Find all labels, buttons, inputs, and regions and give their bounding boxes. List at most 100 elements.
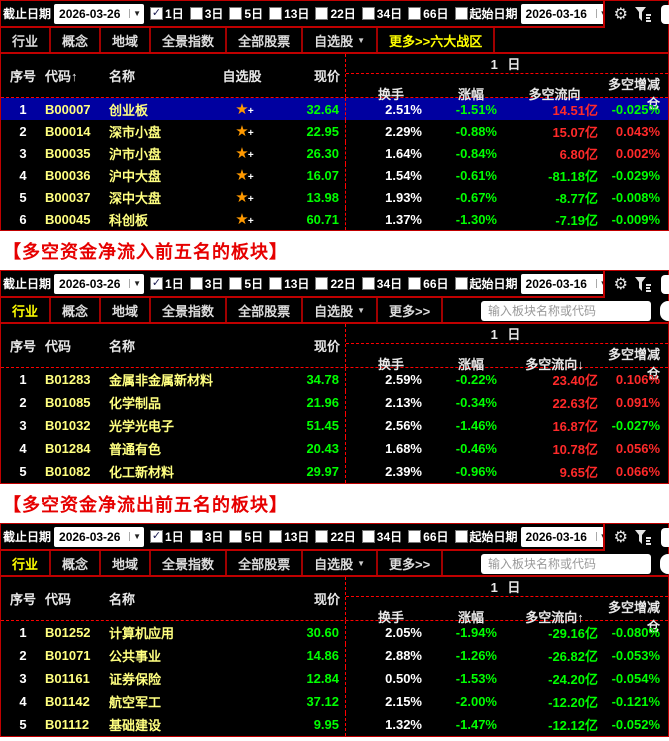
tab-自选股[interactable]: 自选股 ▼ (303, 551, 379, 575)
favorite-star-icon[interactable]: ★ + (235, 166, 254, 184)
period-checkbox-13日[interactable]: 13日 (269, 528, 309, 545)
col-header-code[interactable]: 代码 (45, 592, 72, 607)
period-checkbox-1日[interactable]: ✓ 1日 (150, 7, 184, 21)
col-header-name[interactable]: 名称 (109, 69, 136, 84)
cutoff-search-button[interactable] (660, 301, 669, 321)
col-header-price[interactable]: 现价 (313, 339, 340, 354)
tab-全部股票[interactable]: 全部股票 (227, 298, 304, 322)
col-header-price[interactable]: 现价 (313, 69, 340, 84)
col-header-turnover[interactable]: 换手 (377, 86, 404, 102)
col-header-seq[interactable]: 序号 (9, 69, 36, 84)
col-header-flow[interactable]: 多空流向↑ (525, 609, 584, 625)
tab-行业[interactable]: 行业 (1, 298, 52, 322)
col-header-change[interactable]: 涨幅 (457, 86, 484, 102)
period-checkbox-5日[interactable]: 5日 (229, 275, 263, 292)
table-row[interactable]: 3 B00035 沪市小盘 ★ + 26.30 1.64% -0.84% 6.80亿 0.002% (1, 142, 668, 164)
period-checkbox-22日[interactable]: 22日 (315, 275, 356, 292)
col-header-delta[interactable]: 多空增减仓 (607, 347, 660, 381)
col-header-flow[interactable]: 多空流向↓ (525, 356, 584, 372)
favorite-star-icon[interactable]: ★ + (235, 144, 254, 162)
tab-地域[interactable]: 地域 (101, 298, 152, 322)
table-row[interactable]: 1 B00007 创业板 ★ + 32.64 2.51% -1.51% 14.51亿 -0.025… (1, 98, 668, 120)
tab-概念[interactable]: 概念 (51, 298, 102, 322)
period-checkbox-3日[interactable]: 3日 (189, 5, 223, 22)
favorite-star-icon[interactable]: ★ + (235, 122, 254, 140)
start-date-checkbox[interactable]: 起始日期 (454, 5, 518, 22)
table-row[interactable]: 1 B01283 金属非金属新材料 34.78 2.59% -0.22% 23.40亿 0.1… (1, 368, 668, 391)
col-header-code[interactable]: 代码↑ (45, 69, 78, 84)
start-date-select[interactable]: 2026-03-16▼ (520, 3, 611, 24)
period-checkbox-66日[interactable]: 66日 (408, 528, 449, 545)
cutoff-button[interactable] (661, 528, 669, 547)
col-header-favorite[interactable]: 自选股 (222, 69, 262, 84)
tab-概念[interactable]: 概念 (51, 28, 102, 52)
gear-icon[interactable]: ⚙ (613, 528, 628, 546)
col-header-code[interactable]: 代码 (45, 339, 72, 354)
tab-概念[interactable]: 概念 (51, 551, 102, 575)
tab-全部股票[interactable]: 全部股票 (227, 28, 304, 52)
tab-地域[interactable]: 地域 (101, 28, 152, 52)
period-checkbox-5日[interactable]: 5日 (229, 528, 263, 545)
table-row[interactable]: 4 B01284 普通有色 20.43 1.68% -0.46% 10.78亿 0.056% (1, 437, 668, 460)
sector-search-input[interactable] (481, 301, 651, 321)
tab-全景指数[interactable]: 全景指数 (151, 298, 228, 322)
table-row[interactable]: 5 B00037 深中大盘 ★ + 13.98 1.93% -0.67% -8.77亿 -0.00… (1, 186, 668, 208)
table-row[interactable]: 2 B01071 公共事业 14.86 2.88% -1.26% -26.82亿 -0.053… (1, 644, 668, 667)
period-checkbox-1日[interactable]: ✓ 1日 (150, 277, 184, 291)
table-row[interactable]: 2 B00014 深市小盘 ★ + 22.95 2.29% -0.88% 15.07亿 0.043… (1, 120, 668, 142)
end-date-select[interactable]: 2026-03-26 ▼ (54, 3, 145, 24)
favorite-star-icon[interactable]: ★ + (235, 210, 254, 228)
tab-自选股[interactable]: 自选股 ▼ (303, 28, 379, 52)
col-header-delta[interactable]: 多空增减仓 (607, 600, 660, 634)
tab-全景指数[interactable]: 全景指数 (151, 28, 228, 52)
period-checkbox-66日[interactable]: 66日 (408, 5, 449, 22)
table-row[interactable]: 4 B01142 航空军工 37.12 2.15% -2.00% -12.20亿 -0.121… (1, 690, 668, 713)
table-row[interactable]: 1 B01252 计算机应用 30.60 2.05% -1.94% -29.16亿 -0.08… (1, 621, 668, 644)
period-checkbox-13日[interactable]: 13日 (269, 275, 309, 292)
table-row[interactable]: 5 B01082 化工新材料 29.97 2.39% -0.96% 9.65亿 0.066% (1, 460, 668, 483)
cutoff-button[interactable] (661, 275, 669, 294)
period-checkbox-5日[interactable]: 5日 (229, 5, 263, 22)
favorite-star-icon[interactable]: ★ + (235, 100, 254, 118)
period-checkbox-3日[interactable]: 3日 (189, 528, 223, 545)
tab-more[interactable]: 更多>>六大战区 (378, 28, 496, 52)
col-header-delta[interactable]: 多空增减仓 (607, 77, 660, 111)
col-header-turnover[interactable]: 换手 (377, 356, 404, 372)
col-header-change[interactable]: 涨幅 (457, 356, 484, 372)
table-row[interactable]: 4 B00036 沪中大盘 ★ + 16.07 1.54% -0.61% -81.18亿 -0.0… (1, 164, 668, 186)
filter-icon[interactable] (635, 530, 651, 545)
period-checkbox-66日[interactable]: 66日 (408, 275, 449, 292)
col-header-seq[interactable]: 序号 (9, 339, 36, 354)
table-row[interactable]: 2 B01085 化学制品 21.96 2.13% -0.34% 22.63亿 0.091% (1, 391, 668, 414)
end-date-select[interactable]: 2026-03-26 ▼ (54, 526, 145, 547)
sector-search-input[interactable] (481, 554, 651, 574)
filter-icon[interactable] (635, 7, 651, 22)
start-date-select[interactable]: 2026-03-16▼ (520, 526, 611, 547)
cutoff-search-button[interactable] (660, 554, 669, 574)
period-checkbox-1日[interactable]: ✓ 1日 (150, 530, 184, 544)
period-checkbox-22日[interactable]: 22日 (315, 528, 356, 545)
col-header-name[interactable]: 名称 (109, 592, 136, 607)
col-header-name[interactable]: 名称 (109, 339, 136, 354)
period-checkbox-22日[interactable]: 22日 (315, 5, 356, 22)
tab-行业[interactable]: 行业 (1, 551, 52, 575)
cutoff-button[interactable] (661, 5, 669, 24)
table-row[interactable]: 3 B01161 证券保险 12.84 0.50% -1.53% -24.20亿 -0.054… (1, 667, 668, 690)
start-date-select[interactable]: 2026-03-16▼ (520, 273, 611, 294)
tab-自选股[interactable]: 自选股 ▼ (303, 298, 379, 322)
table-row[interactable]: 6 B00045 科创板 ★ + 60.71 1.37% -1.30% -7.19亿 -0.009… (1, 208, 668, 230)
col-header-flow[interactable]: 多空流向 (528, 86, 581, 102)
period-checkbox-13日[interactable]: 13日 (269, 5, 309, 22)
tab-more[interactable]: 更多>> (378, 551, 444, 575)
period-checkbox-3日[interactable]: 3日 (189, 275, 223, 292)
filter-icon[interactable] (635, 277, 651, 292)
table-row[interactable]: 3 B01032 光学光电子 51.45 2.56% -1.46% 16.87亿 -0.027… (1, 414, 668, 437)
favorite-star-icon[interactable]: ★ + (235, 188, 254, 206)
col-header-seq[interactable]: 序号 (9, 592, 36, 607)
tab-地域[interactable]: 地域 (101, 551, 152, 575)
col-header-price[interactable]: 现价 (313, 592, 340, 607)
tab-全景指数[interactable]: 全景指数 (151, 551, 228, 575)
gear-icon[interactable]: ⚙ (613, 5, 628, 23)
period-checkbox-34日[interactable]: 34日 (361, 5, 402, 22)
table-row[interactable]: 5 B01112 基础建设 9.95 1.32% -1.47% -12.12亿 -0.052% (1, 713, 668, 736)
